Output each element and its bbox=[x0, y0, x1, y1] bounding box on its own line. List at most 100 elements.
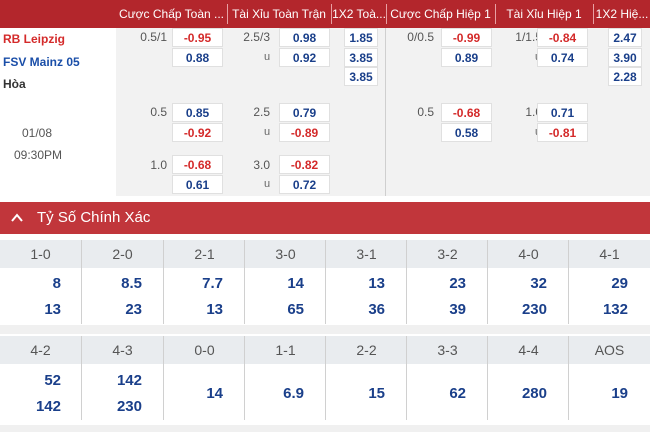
score-label: 3-2 bbox=[437, 246, 458, 262]
score-label: 4-2 bbox=[30, 342, 51, 358]
handicap-home-odds[interactable]: -0.68 bbox=[172, 155, 223, 174]
handicap-line: 1.0 bbox=[150, 158, 167, 172]
match-date: 01/08 bbox=[22, 126, 53, 140]
header-fulltime-over-under[interactable]: Tài Xỉu Toàn Trận bbox=[232, 7, 326, 21]
score-header-row: 1-0 2-0 2-1 3-0 3-1 3-2 4-0 4-1 bbox=[0, 240, 650, 268]
under-odds[interactable]: 0.92 bbox=[279, 48, 330, 67]
score-label: 4-1 bbox=[599, 246, 620, 262]
over-under-line: 2.5/3 bbox=[243, 30, 270, 44]
h1-over-odds[interactable]: -0.84 bbox=[537, 28, 588, 47]
h1-over-odds[interactable]: 0.71 bbox=[537, 103, 588, 122]
score-odds-home[interactable]: 14 bbox=[287, 275, 304, 292]
score-odds-away[interactable]: 39 bbox=[449, 301, 466, 318]
score-odds-away[interactable]: 36 bbox=[368, 301, 385, 318]
score-divider bbox=[325, 240, 326, 268]
1x2-draw-odds[interactable]: 3.85 bbox=[344, 67, 378, 86]
score-header-row: 4-2 4-3 0-0 1-1 2-2 3-3 4-4 AOS bbox=[0, 336, 650, 364]
h1-handicap-line: 0/0.5 bbox=[407, 30, 434, 44]
under-odds[interactable]: 0.72 bbox=[279, 175, 330, 194]
h1-handicap-home-odds[interactable]: -0.68 bbox=[441, 103, 492, 122]
score-label: 1-0 bbox=[30, 246, 51, 262]
over-under-line: 3.0 bbox=[253, 158, 270, 172]
h1-under-odds[interactable]: 0.74 bbox=[537, 48, 588, 67]
score-odds-row: 52 142 142 230 14 6.9 15 62 280 19 bbox=[0, 364, 650, 420]
score-divider bbox=[568, 268, 569, 324]
score-odds-away[interactable]: 65 bbox=[287, 301, 304, 318]
score-odds[interactable]: 62 bbox=[449, 385, 466, 402]
score-divider bbox=[406, 240, 407, 268]
handicap-home-odds[interactable]: -0.95 bbox=[172, 28, 223, 47]
score-odds[interactable]: 6.9 bbox=[283, 385, 304, 402]
under-marker: u bbox=[264, 178, 271, 190]
score-divider bbox=[163, 268, 164, 324]
score-odds-home[interactable]: 32 bbox=[530, 275, 547, 292]
score-odds-home[interactable]: 7.7 bbox=[202, 275, 223, 292]
score-label: AOS bbox=[594, 342, 625, 358]
header-divider bbox=[227, 4, 228, 24]
score-odds-home[interactable]: 8 bbox=[52, 275, 61, 292]
handicap-away-odds[interactable]: 0.88 bbox=[172, 48, 223, 67]
half-divider bbox=[385, 28, 386, 196]
score-odds-away[interactable]: 13 bbox=[206, 301, 223, 318]
1x2-away-odds[interactable]: 3.85 bbox=[344, 48, 378, 67]
over-odds[interactable]: 0.79 bbox=[279, 103, 330, 122]
score-odds-home[interactable]: 23 bbox=[449, 275, 466, 292]
score-odds-away[interactable]: 132 bbox=[602, 301, 628, 318]
h1-handicap-away-odds[interactable]: 0.89 bbox=[441, 48, 492, 67]
odds-table-header: Cược Chấp Toàn ... Tài Xỉu Toàn Trận 1X2… bbox=[0, 0, 650, 28]
over-under-line: 2.5 bbox=[253, 105, 270, 119]
score-odds-home[interactable]: 13 bbox=[368, 275, 385, 292]
under-marker: u bbox=[264, 126, 271, 138]
score-odds-away[interactable]: 23 bbox=[125, 301, 142, 318]
handicap-away-odds[interactable]: -0.92 bbox=[172, 123, 223, 142]
score-odds-away[interactable]: 13 bbox=[44, 301, 61, 318]
header-fulltime-1x2[interactable]: 1X2 Toà... bbox=[332, 7, 386, 21]
h1-1x2-home-odds[interactable]: 2.47 bbox=[608, 28, 642, 47]
home-team-name[interactable]: RB Leipzig bbox=[3, 32, 65, 46]
odds-panel: RB Leipzig FSV Mainz 05 Hòa 01/08 09:30P… bbox=[0, 28, 650, 196]
score-odds-away[interactable]: 142 bbox=[35, 398, 61, 415]
score-odds[interactable]: 14 bbox=[206, 385, 223, 402]
header-firsthalf-over-under[interactable]: Tài Xỉu Hiệp 1 bbox=[506, 7, 582, 21]
h1-1x2-away-odds[interactable]: 3.90 bbox=[608, 48, 642, 67]
under-odds[interactable]: -0.89 bbox=[279, 123, 330, 142]
over-odds[interactable]: -0.82 bbox=[279, 155, 330, 174]
score-odds-away[interactable]: 230 bbox=[521, 301, 547, 318]
handicap-home-odds[interactable]: 0.85 bbox=[172, 103, 223, 122]
chevron-up-icon[interactable] bbox=[10, 211, 24, 225]
score-divider bbox=[568, 240, 569, 268]
score-label: 4-3 bbox=[112, 342, 133, 358]
correct-score-section-header[interactable]: Tỷ Số Chính Xác bbox=[0, 202, 650, 234]
score-odds-away[interactable]: 230 bbox=[116, 398, 142, 415]
score-odds[interactable]: 280 bbox=[521, 385, 547, 402]
score-label: 3-3 bbox=[437, 342, 458, 358]
1x2-home-odds[interactable]: 1.85 bbox=[344, 28, 378, 47]
handicap-away-odds[interactable]: 0.61 bbox=[172, 175, 223, 194]
header-firsthalf-1x2[interactable]: 1X2 Hiệ... bbox=[595, 7, 649, 21]
score-divider bbox=[163, 364, 164, 420]
score-divider bbox=[487, 268, 488, 324]
score-odds-home[interactable]: 142 bbox=[116, 372, 142, 389]
score-divider bbox=[244, 336, 245, 364]
h1-handicap-home-odds[interactable]: -0.99 bbox=[441, 28, 492, 47]
score-label: 0-0 bbox=[194, 342, 215, 358]
over-odds[interactable]: 0.98 bbox=[279, 28, 330, 47]
h1-under-odds[interactable]: -0.81 bbox=[537, 123, 588, 142]
header-firsthalf-handicap[interactable]: Cược Chấp Hiệp 1 bbox=[390, 7, 491, 21]
score-divider bbox=[568, 364, 569, 420]
header-fulltime-handicap[interactable]: Cược Chấp Toàn ... bbox=[118, 7, 225, 21]
match-info: RB Leipzig FSV Mainz 05 Hòa 01/08 09:30P… bbox=[0, 28, 116, 196]
score-odds-home[interactable]: 29 bbox=[611, 275, 628, 292]
h1-handicap-away-odds[interactable]: 0.58 bbox=[441, 123, 492, 142]
h1-1x2-draw-odds[interactable]: 2.28 bbox=[608, 67, 642, 86]
score-odds[interactable]: 19 bbox=[611, 385, 628, 402]
score-divider bbox=[487, 336, 488, 364]
score-label: 1-1 bbox=[275, 342, 296, 358]
score-label: 2-0 bbox=[112, 246, 133, 262]
score-odds-home[interactable]: 8.5 bbox=[121, 275, 142, 292]
score-label: 2-1 bbox=[194, 246, 215, 262]
away-team-name[interactable]: FSV Mainz 05 bbox=[3, 55, 80, 69]
score-odds[interactable]: 15 bbox=[368, 385, 385, 402]
bottom-spacer bbox=[0, 425, 650, 432]
score-odds-home[interactable]: 52 bbox=[44, 372, 61, 389]
